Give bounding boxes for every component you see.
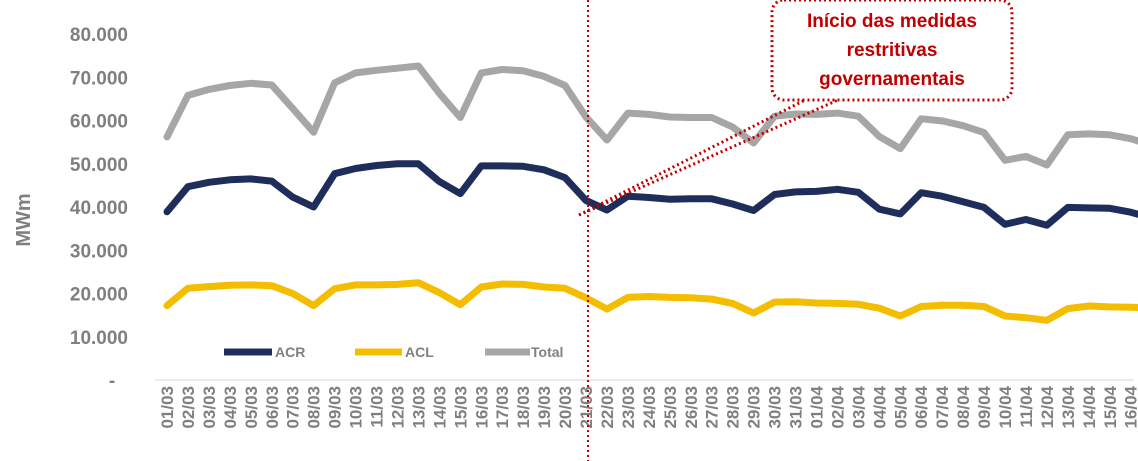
x-tick-label: 21/03	[577, 386, 596, 429]
x-tick-label: 08/04	[954, 385, 973, 428]
x-tick-label: 07/03	[284, 386, 303, 429]
annotation-box	[770, 0, 1014, 102]
series-line-total	[163, 62, 1138, 169]
x-tick-label: 09/03	[326, 386, 345, 429]
x-tick-label: 13/04	[1059, 385, 1078, 428]
y-tick-label: -	[109, 371, 115, 392]
x-tick-label: 12/03	[388, 386, 407, 429]
legend-label-total: Total	[531, 344, 563, 360]
legend-label-acr: ACR	[275, 344, 305, 360]
y-tick-label: 40.000	[70, 198, 128, 219]
x-tick-label: 04/04	[870, 385, 889, 428]
x-tick-label: 09/04	[975, 385, 994, 428]
x-tick-label: 30/03	[766, 386, 785, 429]
x-tick-label: 03/03	[200, 386, 219, 429]
x-tick-label: 02/04	[828, 385, 847, 428]
annotation-callout: Início das medidas restritivas govername…	[578, 0, 1014, 217]
annotation-line-1: Início das medidas	[807, 11, 977, 32]
x-tick-label: 23/03	[619, 386, 638, 429]
x-tick-label: 12/04	[1038, 385, 1057, 428]
x-tick-label: 06/04	[912, 385, 931, 428]
series-lines	[163, 62, 1138, 324]
annotation-line-2: restritivas	[847, 40, 938, 61]
x-tick-label: 17/03	[493, 386, 512, 429]
x-tick-label: 14/03	[430, 386, 449, 429]
annotation-line-3: governamentais	[819, 69, 965, 90]
x-tick-label: 01/04	[807, 385, 826, 428]
x-tick-label: 08/03	[305, 386, 324, 429]
y-axis-ticks: - 10.000 20.000 30.000 40.000 50.000 60.000 70.…	[70, 25, 128, 392]
x-axis-ticks: 01/03 02/03 03/03 04/03 05/03 06/03 07/03 08/03…	[158, 385, 1138, 428]
x-tick-label: 10/04	[996, 385, 1015, 428]
y-tick-label: 70.000	[70, 68, 128, 89]
x-tick-label: 15/03	[451, 386, 470, 429]
x-tick-label: 03/04	[849, 385, 868, 428]
x-tick-label: 05/03	[242, 386, 261, 429]
annotation-pointer-1	[578, 98, 806, 217]
x-tick-label: 25/03	[661, 386, 680, 429]
annotation-pointer-2	[578, 98, 839, 217]
x-tick-label: 24/03	[640, 386, 659, 429]
x-tick-label: 27/03	[703, 386, 722, 429]
x-tick-label: 07/04	[933, 385, 952, 428]
series-line-acl	[163, 279, 1138, 324]
x-tick-label: 29/03	[745, 386, 764, 429]
x-tick-label: 01/03	[158, 386, 177, 429]
x-tick-label: 05/04	[891, 385, 910, 428]
y-tick-label: 60.000	[70, 112, 128, 133]
x-tick-label: 20/03	[556, 386, 575, 429]
series-line-acr	[163, 160, 1138, 229]
x-tick-label: 28/03	[724, 386, 743, 429]
x-tick-label: 18/03	[514, 386, 533, 429]
legend: ACR ACL Total	[224, 344, 563, 360]
x-tick-label: 16/04	[1122, 385, 1138, 428]
x-tick-label: 26/03	[682, 386, 701, 429]
x-tick-label: 14/04	[1080, 385, 1099, 428]
y-tick-label: 30.000	[70, 241, 128, 262]
y-tick-label: 80.000	[70, 25, 128, 46]
x-tick-label: 19/03	[535, 386, 554, 429]
x-tick-label: 31/03	[787, 386, 806, 429]
y-tick-label: 10.000	[70, 328, 128, 349]
x-tick-label: 16/03	[472, 386, 491, 429]
x-tick-label: 02/03	[179, 386, 198, 429]
x-tick-label: 10/03	[347, 386, 366, 429]
x-tick-label: 04/03	[221, 386, 240, 429]
x-tick-label: 13/03	[409, 386, 428, 429]
x-tick-label: 15/04	[1101, 385, 1120, 428]
legend-label-acl: ACL	[405, 344, 434, 360]
y-axis-label: MWm	[13, 193, 35, 246]
x-tick-label: 11/04	[1017, 385, 1036, 427]
y-tick-label: 50.000	[70, 155, 128, 176]
y-tick-label: 20.000	[70, 285, 128, 306]
x-tick-label: 06/03	[263, 386, 282, 429]
x-tick-label: 11/03	[368, 386, 387, 428]
x-tick-label: 22/03	[598, 386, 617, 429]
